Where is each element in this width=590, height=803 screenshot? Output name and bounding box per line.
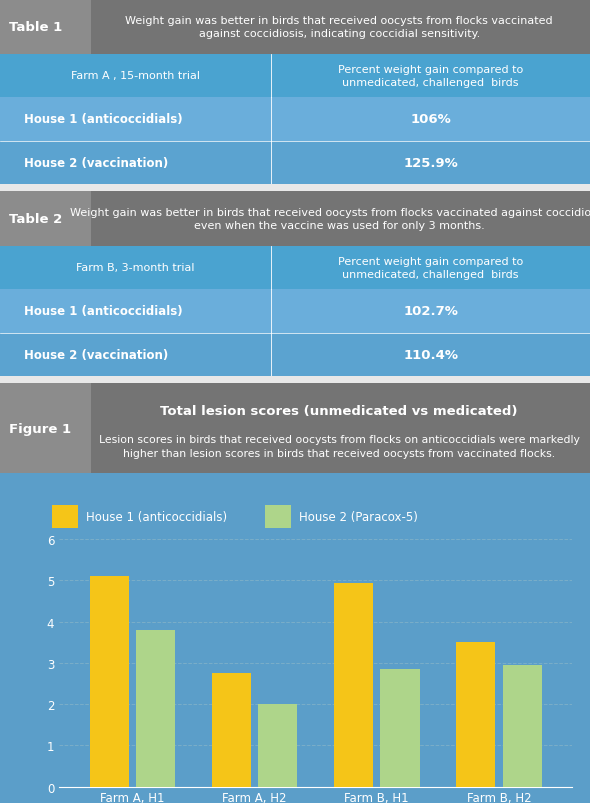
- Text: House 1 (anticoccidials): House 1 (anticoccidials): [86, 510, 227, 523]
- Bar: [0, 0, 590, 55]
- Text: Table 1: Table 1: [9, 21, 62, 34]
- Text: Table 2: Table 2: [9, 213, 62, 226]
- Text: House 2 (Paracox-5): House 2 (Paracox-5): [299, 510, 418, 523]
- Text: Weight gain was better in birds that received oocysts from flocks vaccinated aga: Weight gain was better in birds that rec…: [70, 207, 590, 230]
- Bar: [212, 674, 251, 786]
- Text: Figure 1: Figure 1: [9, 422, 71, 435]
- Bar: [456, 642, 495, 786]
- Bar: [0, 141, 590, 185]
- Text: House 1 (anticoccidials): House 1 (anticoccidials): [24, 305, 182, 318]
- Bar: [0, 55, 590, 98]
- Bar: [0, 333, 590, 377]
- Text: 106%: 106%: [410, 113, 451, 126]
- Bar: [334, 583, 373, 786]
- Text: 110.4%: 110.4%: [403, 349, 458, 361]
- Text: Farm A , 15-month trial: Farm A , 15-month trial: [71, 71, 200, 81]
- Text: Weight gain was better in birds that received oocysts from flocks vaccinated
aga: Weight gain was better in birds that rec…: [126, 16, 553, 39]
- Text: House 2 (vaccination): House 2 (vaccination): [24, 349, 168, 361]
- Text: Total lesion scores (unmedicated vs medicated): Total lesion scores (unmedicated vs medi…: [160, 404, 518, 417]
- Bar: [53, 505, 78, 528]
- Text: House 1 (anticoccidials): House 1 (anticoccidials): [24, 113, 182, 126]
- Text: Percent weight gain compared to
unmedicated, challenged  birds: Percent weight gain compared to unmedica…: [338, 64, 523, 88]
- Bar: [0, 0, 91, 55]
- Text: Lesion scores in birds that received oocysts from flocks on anticoccidials were : Lesion scores in birds that received ooc…: [99, 434, 580, 459]
- Bar: [0, 98, 590, 141]
- Bar: [136, 630, 175, 786]
- Text: Percent weight gain compared to
unmedicated, challenged  birds: Percent weight gain compared to unmedica…: [338, 256, 523, 279]
- Bar: [90, 577, 129, 786]
- Text: 102.7%: 102.7%: [403, 305, 458, 318]
- Bar: [0, 247, 590, 290]
- Bar: [0, 290, 590, 333]
- Bar: [381, 669, 419, 786]
- Bar: [266, 505, 291, 528]
- Text: 125.9%: 125.9%: [404, 157, 458, 169]
- Bar: [503, 665, 542, 786]
- Bar: [258, 704, 297, 786]
- Text: House 2 (vaccination): House 2 (vaccination): [24, 157, 168, 169]
- Bar: [0, 384, 91, 474]
- Bar: [0, 192, 590, 247]
- Bar: [0, 192, 91, 247]
- Text: Farm B, 3-month trial: Farm B, 3-month trial: [77, 263, 195, 273]
